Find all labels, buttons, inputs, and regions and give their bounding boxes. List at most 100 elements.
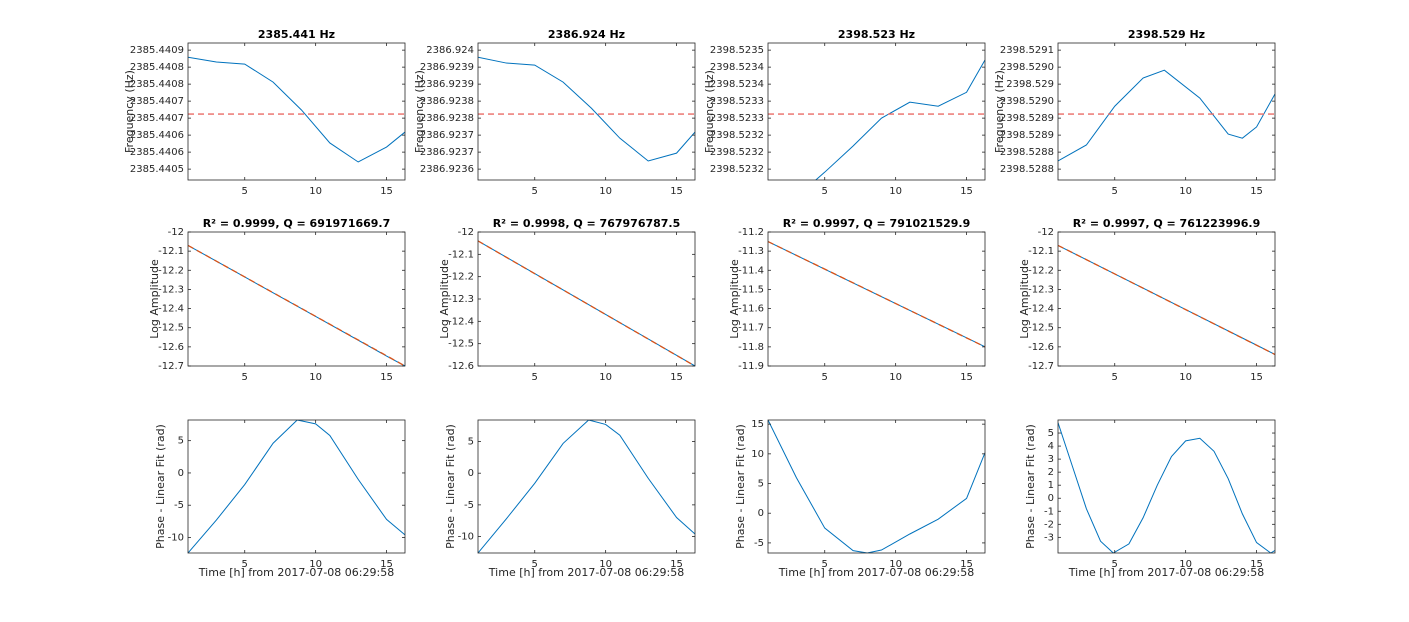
data-line — [768, 420, 985, 553]
plot-area — [188, 232, 405, 366]
axes: 5 10 15 -12 -12.1 -12.2 -12.3 -12.4 -12.5 -12.6 R²… — [438, 217, 696, 383]
y-tick-label: -12.4 — [1028, 304, 1054, 315]
y-tick-label: -3 — [1044, 532, 1054, 543]
x-tick-label: 15 — [960, 372, 973, 383]
data-line — [1058, 244, 1275, 356]
y-tick-label: -12.5 — [1028, 323, 1054, 334]
axes: 5 10 15 -10 -5 0 5 Phase - Linear Fit (rad) Time… — [154, 419, 406, 579]
y-tick-label: 2398.5290 — [1000, 62, 1054, 73]
y-tick-label: -11.2 — [738, 227, 764, 238]
y-tick-label: -1 — [1044, 506, 1054, 517]
x-tick-label: 15 — [380, 559, 393, 570]
y-tick-label: -12 — [1038, 227, 1054, 238]
y-tick-label: -11.5 — [738, 284, 764, 295]
x-tick-label: 5 — [822, 186, 828, 197]
y-tick-label: 2398.5233 — [710, 113, 764, 124]
y-tick-label: -12 — [168, 227, 184, 238]
y-tick-label: -12.3 — [1028, 284, 1054, 295]
y-tick-label: 0 — [468, 468, 474, 479]
x-tick-label: 5 — [242, 372, 248, 383]
y-tick-label: -12.2 — [448, 272, 474, 283]
y-tick-label: -11.8 — [738, 342, 764, 353]
x-tick-label: 5 — [822, 372, 828, 383]
series-group — [188, 420, 405, 553]
y-tick-label: 2398.5289 — [1000, 130, 1054, 141]
y-tick-label: 2386.9238 — [420, 96, 474, 107]
plot-area — [768, 232, 985, 366]
y-tick-label: -2 — [1044, 519, 1054, 530]
axes-box — [187, 42, 406, 181]
y-tick-label: -12.3 — [158, 284, 184, 295]
y-tick-label: -11.3 — [738, 246, 764, 257]
x-axis-label: Time [h] from 2017-07-08 06:29:58 — [488, 566, 684, 579]
data-line — [768, 240, 985, 348]
data-line — [188, 244, 405, 366]
y-axis-label: Frequency (Hz) — [413, 70, 426, 153]
data-line — [1058, 69, 1275, 162]
x-tick-label: 5 — [1112, 372, 1118, 383]
x-tick-label: 5 — [822, 559, 828, 570]
y-tick-label: 2398.5290 — [1000, 96, 1054, 107]
axes: 5 10 15 2385.4409 2385.4408 2385.4408 2385.440… — [123, 28, 406, 197]
y-tick-label: -12.1 — [1028, 246, 1054, 257]
x-tick-label: 10 — [1179, 372, 1192, 383]
data-line — [478, 56, 695, 162]
y-tick-label: -5 — [174, 500, 184, 511]
y-tick-label: -12.7 — [158, 361, 184, 372]
axes-box — [1057, 231, 1276, 367]
y-tick-label: 2398.5235 — [710, 45, 764, 56]
y-tick-label: -12.7 — [1028, 361, 1054, 372]
x-tick-label: 5 — [1112, 559, 1118, 570]
series-group — [1058, 422, 1275, 553]
axes: 5 10 15 -12 -12.1 -12.2 -12.3 -12.4 -12.5 -12.6 -1… — [1018, 217, 1276, 383]
axes: 5 10 15 2398.5291 2398.5290 2398.529 2398.5290… — [993, 28, 1276, 197]
axes-box — [477, 42, 696, 181]
y-tick-label: 2385.4406 — [130, 130, 184, 141]
axes-title: 2398.523 Hz — [838, 28, 915, 41]
data-line — [188, 56, 405, 163]
axes-box — [767, 419, 986, 554]
axes: 5 10 15 2398.5235 2398.5234 2398.5234 2398.523… — [703, 28, 986, 197]
plot-area — [1058, 232, 1275, 366]
y-tick-label: 2385.4408 — [130, 62, 184, 73]
y-tick-label: 2386.9239 — [420, 62, 474, 73]
axes-title: R² = 0.9998, Q = 767976787.5 — [493, 217, 681, 230]
axes: 5 10 15 -3 -2 -1 0 1 2 3 4 5 Phase - Linear Fit (rad… — [1024, 419, 1276, 579]
y-tick-label: 3 — [1048, 454, 1054, 465]
x-axis-label: Time [h] from 2017-07-08 06:29:58 — [198, 566, 394, 579]
y-tick-label: 2386.924 — [426, 45, 474, 56]
y-tick-label: -10 — [168, 533, 184, 544]
y-axis-label: Phase - Linear Fit (rad) — [154, 424, 167, 549]
plot-area — [188, 420, 405, 553]
y-tick-label: -5 — [464, 500, 474, 511]
y-tick-label: -12.4 — [448, 316, 474, 327]
y-axis-label: Frequency (Hz) — [123, 70, 136, 153]
y-tick-label: -10 — [458, 532, 474, 543]
y-tick-label: 2385.4409 — [130, 45, 184, 56]
y-tick-label: -12.6 — [158, 342, 184, 353]
y-axis-label: Phase - Linear Fit (rad) — [444, 424, 457, 549]
y-tick-label: -12.1 — [448, 249, 474, 260]
y-tick-label: 5 — [758, 479, 764, 490]
y-tick-label: -12.5 — [158, 323, 184, 334]
x-tick-label: 15 — [670, 186, 683, 197]
y-tick-label: 2385.4406 — [130, 147, 184, 158]
y-tick-label: -11.6 — [738, 304, 764, 315]
y-tick-label: -11.4 — [738, 265, 764, 276]
x-tick-label: 10 — [309, 372, 322, 383]
y-tick-label: 2386.9237 — [420, 130, 474, 141]
y-tick-label: -12.1 — [158, 246, 184, 257]
x-tick-label: 15 — [1250, 559, 1263, 570]
x-tick-label: 10 — [889, 372, 902, 383]
y-tick-label: -11.9 — [738, 361, 764, 372]
y-axis-label: Log Amplitude — [148, 259, 161, 339]
y-tick-label: 2386.9238 — [420, 113, 474, 124]
data-line — [478, 240, 695, 366]
x-tick-label: 10 — [309, 559, 322, 570]
series-group — [768, 240, 985, 348]
series-group — [1058, 244, 1275, 356]
data-line — [1058, 422, 1275, 553]
x-tick-label: 5 — [532, 186, 538, 197]
axes-box — [1057, 419, 1276, 554]
